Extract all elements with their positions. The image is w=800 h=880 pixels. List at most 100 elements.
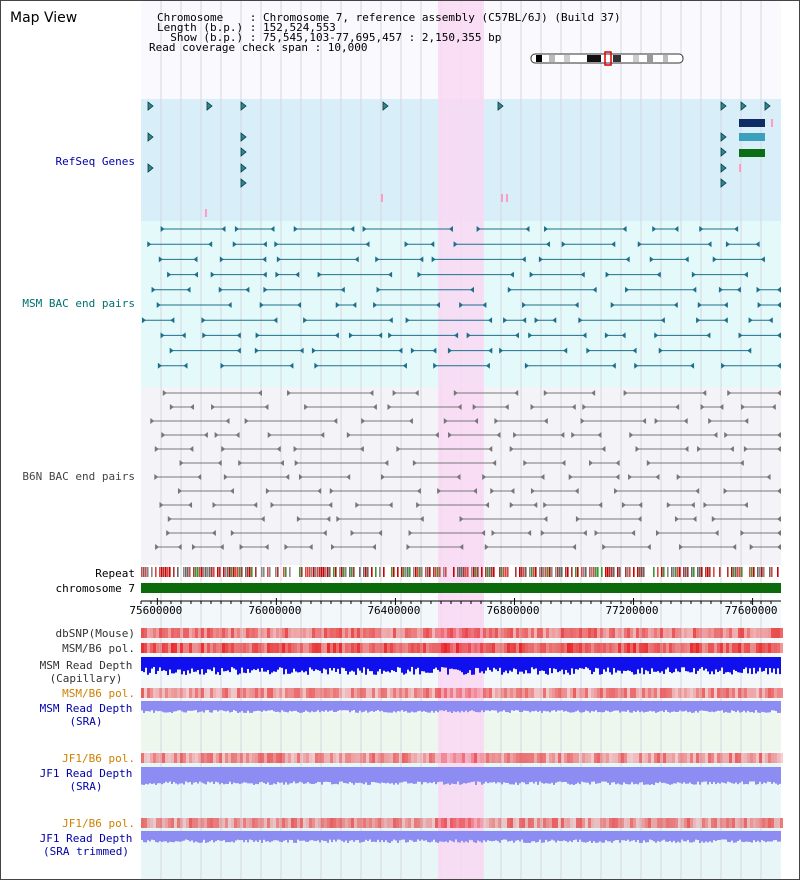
jf1-sra-depth-bar (305, 767, 307, 784)
msm-sra-depth-bar (323, 701, 325, 712)
msm-capillary-depth-bar (775, 657, 777, 675)
msm-sra-depth-bar (771, 701, 773, 711)
msm-capillary-depth-bar (451, 657, 453, 669)
track-label-jf1-b6-pol-2[interactable]: JF1/B6 pol. (62, 817, 135, 830)
jf1-b6-pol-cell (222, 753, 225, 763)
msm-capillary-depth-bar (503, 657, 505, 673)
msm-sra-depth-bar (695, 701, 697, 711)
jf1-trimmed-depth-bar (711, 831, 713, 843)
jf1-b6-pol-cell (768, 753, 771, 763)
msm-sra-depth-bar (709, 701, 711, 713)
msm-sra-depth-bar (669, 701, 671, 713)
jf1-b6-pol-2-cell (264, 818, 267, 828)
repeat-element (759, 567, 761, 577)
b6n-bac-end (513, 432, 518, 438)
b6n-bac-end (203, 432, 208, 438)
msm-capillary-depth-bar (267, 657, 269, 671)
repeat-element (311, 567, 313, 577)
msm-capillary-depth-bar (373, 657, 375, 675)
dbsnp-cell (240, 628, 243, 638)
msm-capillary-depth-bar (233, 657, 235, 669)
msm-b6-pol-cell (558, 643, 561, 653)
track-label-msm-b6-pol-2[interactable]: MSM/B6 pol. (62, 687, 135, 700)
msm-sra-depth-bar (687, 701, 689, 713)
jf1-sra-depth-bar (349, 767, 351, 782)
msm-capillary-depth-bar (567, 657, 569, 673)
msm-sra-depth-bar (169, 701, 171, 713)
jf1-sra-depth-bar (657, 767, 659, 784)
show-range-info: Show (b.p.) : 75,545,103-77,695,457 : 2,… (157, 31, 502, 44)
track-label-chromosome[interactable]: chromosome 7 (55, 582, 135, 595)
b6n-bac-end (655, 530, 660, 536)
jf1-trimmed-depth-bar (205, 831, 207, 843)
msm-b6-pol-2-cell (603, 688, 606, 698)
jf1-b6-pol-2-cell (369, 818, 372, 828)
jf1-b6-pol-2-cell (186, 818, 189, 828)
jf1-trimmed-depth-bar (457, 831, 459, 843)
jf1-trimmed-depth-bar (403, 831, 405, 840)
repeat-element (173, 567, 175, 577)
msm-b6-pol-cell (456, 643, 459, 653)
msm-b6-pol-2-cell (705, 688, 708, 698)
msm-b6-pol-cell (240, 643, 243, 653)
msm-b6-pol-cell (306, 643, 309, 653)
jf1-sra-depth-bar (379, 767, 381, 784)
jf1-b6-pol-cell (360, 753, 363, 763)
track-label-repeat[interactable]: Repeat (95, 567, 135, 580)
repeat-element (709, 567, 711, 577)
jf1-sra-depth-bar (219, 767, 221, 785)
jf1-b6-pol-2-cell (549, 818, 552, 828)
jf1-trimmed-depth-bar (255, 831, 257, 841)
track-label-msm-bac[interactable]: MSM BAC end pairs (22, 297, 135, 310)
jf1-trimmed-depth-bar (309, 831, 311, 841)
jf1-b6-pol-2-cell (651, 818, 654, 828)
msm-b6-pol-cell (294, 643, 297, 653)
track-label-jf1-depth-sra[interactable]: JF1 Read Depth (SRA) (31, 767, 141, 793)
jf1-sra-depth-bar (629, 767, 631, 785)
track-label-msm-b6-pol[interactable]: MSM/B6 pol. (62, 642, 135, 655)
b6n-bac-end (533, 502, 538, 508)
jf1-trimmed-depth-bar (163, 831, 165, 842)
repeat-element (471, 567, 473, 577)
msm-sra-depth-bar (533, 701, 535, 712)
jf1-b6-pol-cell (342, 753, 345, 763)
msm-capillary-depth-bar (189, 657, 191, 674)
track-label-msm-depth-sra[interactable]: MSM Read Depth (SRA) (31, 702, 141, 728)
jf1-trimmed-depth-bar (707, 831, 709, 843)
dbsnp-cell (708, 628, 711, 638)
msm-b6-pol-cell (699, 643, 702, 653)
b6n-bac-end (219, 544, 224, 550)
jf1-sra-depth-bar (525, 767, 527, 785)
track-label-jf1-depth-trimmed[interactable]: JF1 Read Depth (SRA trimmed) (31, 832, 141, 858)
track-label-refseq[interactable]: RefSeq Genes (55, 155, 135, 168)
jf1-trimmed-depth-bar (677, 831, 679, 842)
msm-sra-depth-bar (223, 701, 225, 712)
msm-sra-depth-bar (659, 701, 661, 712)
jf1-trimmed-depth-bar (623, 831, 625, 841)
b6n-bac-end (571, 432, 576, 438)
track-label-dbsnp[interactable]: dbSNP(Mouse) (55, 627, 135, 640)
msm-sra-depth-bar (187, 701, 189, 711)
msm-sra-depth-bar (697, 701, 699, 713)
msm-b6-pol-2-cell (516, 688, 519, 698)
jf1-b6-pol-cell (267, 753, 270, 763)
msm-b6-pol-cell (672, 643, 675, 653)
msm-capillary-depth-bar (377, 657, 379, 672)
track-label-jf1-b6-pol[interactable]: JF1/B6 pol. (62, 752, 135, 765)
msm-capillary-depth-bar (741, 657, 743, 673)
msm-b6-pol-cell (693, 643, 696, 653)
b6n-bac-end (279, 460, 284, 466)
msm-bac-end (673, 302, 678, 308)
repeat-element (771, 567, 773, 577)
msm-b6-pol-2-cell (663, 688, 666, 698)
track-label-msm-depth-capillary[interactable]: MSM Read Depth (Capillary) (31, 659, 141, 685)
msm-capillary-depth-bar (401, 657, 403, 673)
msm-bac-end (743, 271, 748, 278)
b6n-bac-end (294, 460, 299, 466)
msm-b6-pol-cell (567, 643, 570, 653)
b6n-bac-end (628, 474, 633, 480)
track-label-b6n-bac[interactable]: B6N BAC end pairs (22, 470, 135, 483)
repeat-element (263, 567, 265, 577)
msm-capillary-depth-bar (437, 657, 439, 670)
